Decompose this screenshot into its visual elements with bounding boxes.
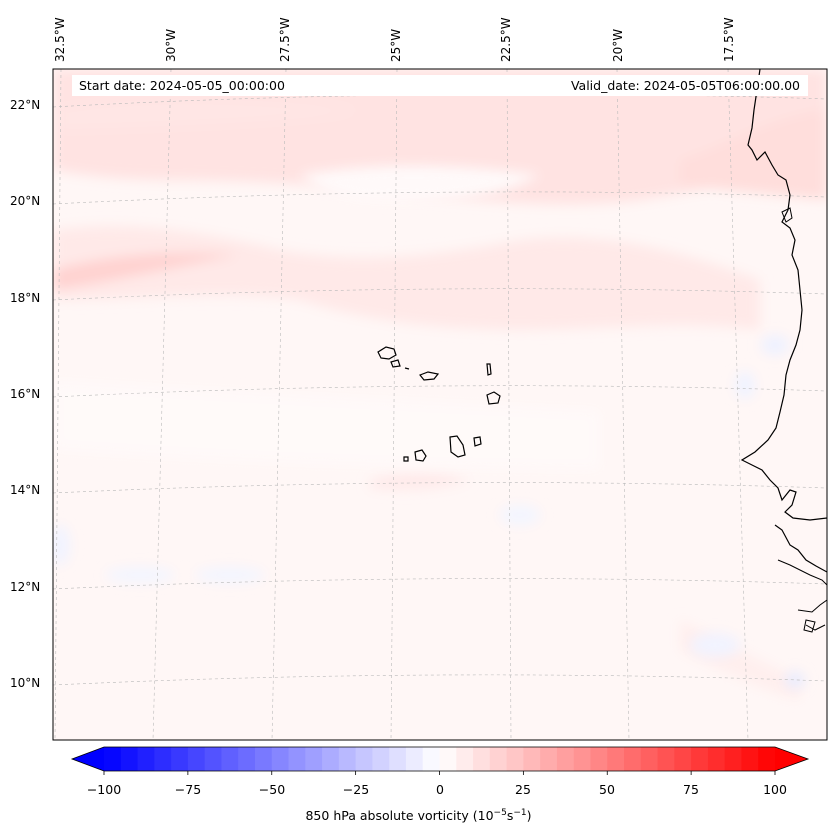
colorbar-tick-label: 100 xyxy=(763,782,787,797)
colorbar-segment xyxy=(355,747,373,771)
colorbar xyxy=(70,746,810,775)
colorbar-segment xyxy=(389,747,407,771)
colorbar-segment xyxy=(556,747,575,771)
colorbar-segment xyxy=(187,747,206,771)
colorbar-segment xyxy=(674,747,692,771)
colorbar-segment xyxy=(607,747,625,771)
colorbar-segment xyxy=(624,747,642,771)
lon-label: 27.5°W xyxy=(278,17,292,62)
colorbar-tick-label: −25 xyxy=(342,782,370,797)
colorbar-segment xyxy=(590,747,608,771)
colorbar-segment xyxy=(104,747,122,771)
colorbar-segment xyxy=(338,747,357,771)
colorbar-tick-label: −75 xyxy=(174,782,202,797)
info-box xyxy=(72,75,808,96)
lon-label: 22.5°W xyxy=(499,17,513,62)
colorbar-segment xyxy=(724,747,742,771)
lon-label: 30°W xyxy=(164,28,178,62)
colorbar-segment xyxy=(204,747,222,771)
colorbar-segment xyxy=(473,747,491,771)
colorbar-extend-max xyxy=(775,747,808,771)
lat-label: 22°N xyxy=(10,98,41,112)
colorbar-segment xyxy=(540,747,558,771)
lon-label: 25°W xyxy=(389,28,403,62)
colorbar-segment xyxy=(221,747,239,771)
coast-island-detail xyxy=(781,207,816,633)
lat-label: 14°N xyxy=(10,483,41,497)
lat-label: 16°N xyxy=(10,387,41,401)
colorbar-segment xyxy=(506,747,524,771)
colorbar-segment xyxy=(372,747,390,771)
colorbar-segment xyxy=(758,747,776,771)
colorbar-segment xyxy=(305,747,323,771)
colorbar-segment xyxy=(405,747,424,771)
lon-label: 17.5°W xyxy=(722,17,736,62)
colorbar-tick-label: 75 xyxy=(683,782,699,797)
lat-label: 20°N xyxy=(10,194,41,208)
colorbar-segment xyxy=(137,747,155,771)
graticule xyxy=(53,69,827,740)
colorbar-tick-label: −100 xyxy=(86,782,122,797)
colorbar-segment xyxy=(439,747,457,771)
colorbar-segment xyxy=(120,747,139,771)
lat-label: 10°N xyxy=(10,676,41,690)
colorbar-segment xyxy=(707,747,726,771)
lat-label: 12°N xyxy=(10,580,41,594)
valid-date-text: Valid_date: 2024-05-05T06:00:00.00 xyxy=(570,78,800,93)
colorbar-segment xyxy=(288,747,306,771)
africa-coastline xyxy=(740,69,827,573)
colorbar-segment xyxy=(691,747,709,771)
colorbar-segment xyxy=(322,747,340,771)
colorbar-segment xyxy=(741,747,759,771)
colorbar-segment xyxy=(422,747,440,771)
colorbar-segment xyxy=(489,747,508,771)
colorbar-segment xyxy=(154,747,172,771)
colorbar-segment xyxy=(640,747,659,771)
lon-label: 20°W xyxy=(611,28,625,62)
colorbar-segment xyxy=(456,747,474,771)
colorbar-segment xyxy=(271,747,290,771)
colorbar-segment xyxy=(254,747,273,771)
map-frame xyxy=(52,68,828,741)
colorbar-segment xyxy=(573,747,591,771)
negative-vorticity-shading xyxy=(53,335,805,688)
colorbar-extend-min xyxy=(72,747,104,771)
colorbar-segment xyxy=(523,747,541,771)
coast-detail xyxy=(777,559,827,631)
colorbar-tick-label: −50 xyxy=(258,782,286,797)
lat-label: 18°N xyxy=(10,291,41,305)
start-date-text: Start date: 2024-05-05_00:00:00 xyxy=(79,78,285,93)
colorbar-segment xyxy=(238,747,256,771)
colorbar-segment xyxy=(171,747,189,771)
colorbar-tick-label: 50 xyxy=(599,782,615,797)
cape-verde-islands xyxy=(377,346,501,462)
colorbar-tick-label: 0 xyxy=(436,782,444,797)
map-panel xyxy=(53,69,827,740)
colorbar-title: 850 hPa absolute vorticity (10−5s−1) xyxy=(305,808,532,824)
positive-vorticity-shading xyxy=(53,69,827,700)
colorbar-segment xyxy=(657,747,675,771)
lon-label: 32.5°W xyxy=(53,17,67,62)
colorbar-tick-label: 25 xyxy=(515,782,531,797)
